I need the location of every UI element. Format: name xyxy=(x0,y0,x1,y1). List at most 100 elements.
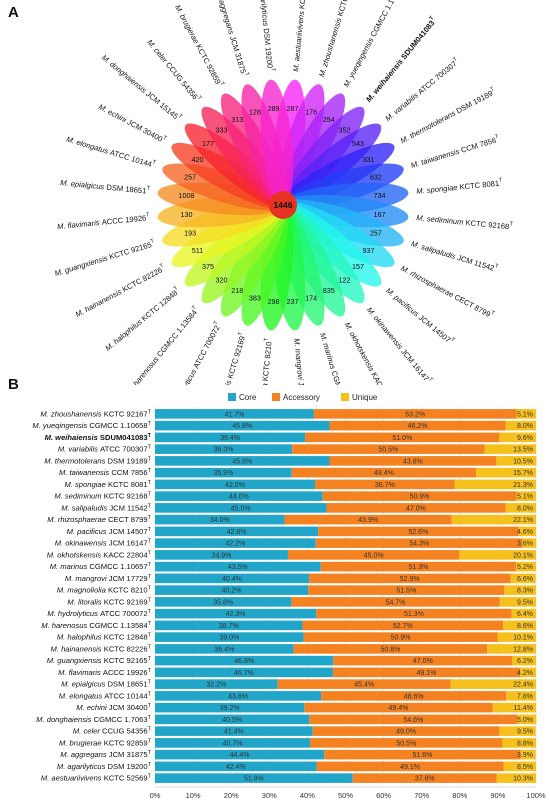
core-segment xyxy=(155,479,316,490)
segment-value: 32.2% xyxy=(206,682,226,689)
segment-value: 42.4% xyxy=(226,764,246,771)
segment-value: 4.6% xyxy=(517,529,533,536)
unique-segment xyxy=(484,444,536,454)
bar-row: 46.8% 47.0% 6.2% M. guangxiensis KCTC 92165… xyxy=(47,655,536,666)
unique-segment xyxy=(511,608,536,619)
segment-value: 52.7% xyxy=(393,623,413,630)
segment-value: 41.7% xyxy=(225,411,245,418)
accessory-segment xyxy=(332,667,520,678)
segment-value: 12.8% xyxy=(513,646,533,653)
segment-value: 54.3% xyxy=(409,541,429,548)
unique-segment xyxy=(517,714,537,725)
petal-count: 128 xyxy=(249,108,261,117)
unique-segment xyxy=(497,632,536,642)
unique-segment xyxy=(520,749,536,760)
core-segment xyxy=(155,444,293,454)
petal-count: 420 xyxy=(191,155,203,164)
bar-row: 32.2% 45.4% 22.4% M. epialgicus DSM 18651T xyxy=(61,679,536,689)
core-segment xyxy=(155,420,330,431)
segment-value: 53.2% xyxy=(405,411,425,418)
segment-value: 52.6% xyxy=(408,529,428,536)
unique-segment xyxy=(492,702,536,713)
row-label: M. pacificus JCM 14507T xyxy=(67,527,152,536)
row-label: M. magnoliolia KCTC 8210T xyxy=(57,586,152,595)
row-label: M. epialgicus DSM 18651T xyxy=(61,680,152,689)
unique-segment xyxy=(476,467,536,478)
segment-value: 9.5% xyxy=(517,729,533,736)
unique-segment xyxy=(510,573,536,584)
petal-count: 320 xyxy=(215,275,227,284)
bar-row: 34.9% 45.0% 20.1% M. okhotskensis KACC 2280… xyxy=(47,550,536,560)
petal-count: 1008 xyxy=(178,191,194,200)
unique-segment xyxy=(512,655,536,666)
segment-value: 5.2% xyxy=(517,564,533,571)
petal-label: M. guangxiensis KCTC 92165T xyxy=(53,238,156,278)
bar-row: 39.4% 51.0% 9.6% M. weihaiensis SDUM041083T xyxy=(45,432,536,443)
bar-row: 42.3% 51.3% 6.4% M. hydrolyticus ATCC 70007… xyxy=(47,608,536,619)
unique-segment xyxy=(516,409,536,419)
segment-value: 4.2% xyxy=(517,670,533,677)
segment-value: 42.3% xyxy=(226,611,246,618)
legend: Core Accessory Unique xyxy=(228,393,378,402)
accessory-segment xyxy=(287,550,460,560)
core-segment xyxy=(155,620,303,631)
unique-segment xyxy=(505,503,536,513)
segment-value: 8.0% xyxy=(517,423,533,430)
segment-value: 8.8% xyxy=(517,740,533,747)
bar-row: 35.9% 48.4% 15.7% M. taiwanensis CCM 7856T xyxy=(59,467,536,478)
core-segment xyxy=(155,702,305,713)
bar-row: 39.2% 49.4% 11.4% M. echini JCM 30400T xyxy=(76,702,536,713)
row-label: M. donghaiensis CGMCC 1.7063T xyxy=(36,715,151,724)
row-label: M. weihaiensis SDUM041083T xyxy=(45,433,152,442)
x-tick-label: 90% xyxy=(490,791,505,800)
petal-count: 543 xyxy=(352,139,364,148)
segment-value: 46.8% xyxy=(234,658,254,665)
petal-label: M. epialgicus DSM 18651T xyxy=(60,178,151,196)
segment-value: 48.4% xyxy=(374,470,394,477)
accessory-segment xyxy=(316,608,512,619)
unique-segment xyxy=(516,491,536,501)
segment-value: 15.7% xyxy=(513,470,533,477)
petal-count: 130 xyxy=(180,210,192,219)
unique-segment xyxy=(503,620,536,631)
bar-row: 45.0% 47.0% 8.0% M. salipaludis JCM 11542T xyxy=(61,503,536,513)
accessory-segment xyxy=(329,420,506,431)
segment-value: 44.0% xyxy=(229,494,249,501)
segment-value: 45.0% xyxy=(231,505,251,512)
segment-value: 9.5% xyxy=(517,599,533,606)
core-segment xyxy=(155,726,313,736)
unique-segment xyxy=(451,514,536,525)
unique-segment xyxy=(487,644,536,654)
segment-value: 50.9% xyxy=(391,635,411,642)
x-tick-label: 0% xyxy=(150,791,161,800)
unique-segment xyxy=(503,761,536,772)
bar-row: 45.8% 43.8% 10.5% M. thermotolerans DSM 191… xyxy=(44,456,537,466)
segment-value: 3.6% xyxy=(517,541,533,548)
row-label: M. harenosus CGMCC 1.13584T xyxy=(41,621,151,630)
segment-value: 36.0% xyxy=(214,447,234,454)
row-label: M. guangxiensis KCTC 92165T xyxy=(47,656,152,665)
segment-value: 7.8% xyxy=(517,693,533,700)
petal-count: 257 xyxy=(184,172,196,181)
row-label: M. elongatus ATCC 10144T xyxy=(59,691,152,700)
core-segment xyxy=(155,538,316,548)
petal-count: 352 xyxy=(339,126,351,135)
accessory-segment xyxy=(303,632,498,642)
segment-value: 8.5% xyxy=(517,764,533,771)
segment-value: 40.4% xyxy=(222,576,242,583)
segment-value: 51.0% xyxy=(392,435,412,442)
accessory-segment xyxy=(284,514,452,525)
petal-label: M. flavimaris ACCC 19926T xyxy=(57,213,151,232)
row-label: M. flavimaris ACCC 19926T xyxy=(58,668,151,677)
core-segment xyxy=(155,597,292,607)
petal-label: M. salipaludis JCM 11542T xyxy=(410,239,499,274)
unique-segment xyxy=(496,456,537,466)
petal-count: 333 xyxy=(215,126,227,135)
unique-segment xyxy=(502,738,536,748)
segment-value: 37.8% xyxy=(415,776,435,783)
bar-row: 34.0% 43.9% 22.1% M. rhizosphaerae CECT 879… xyxy=(47,514,536,525)
segment-value: 45.8% xyxy=(232,458,252,465)
segment-value: 40.5% xyxy=(222,717,242,724)
segment-value: 51.3% xyxy=(404,611,424,618)
